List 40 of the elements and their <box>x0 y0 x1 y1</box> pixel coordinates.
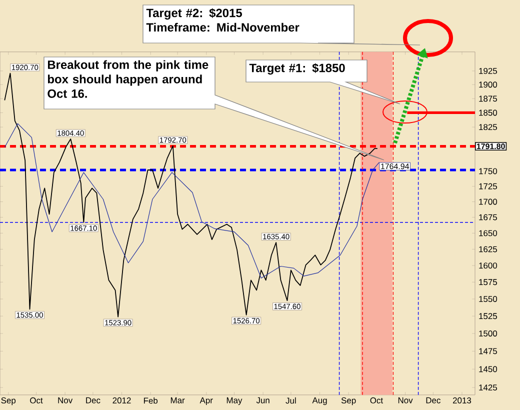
text: Timeframe: Mid-November <box>146 22 300 32</box>
annotation: Breakout from the pink time box should happen around Oct 16. <box>48 60 208 98</box>
y-tick-label: 1575 <box>479 279 498 286</box>
y-tick-label: 1550 <box>479 296 498 302</box>
y-tick-label: 1925 <box>479 68 498 74</box>
y-tick-label: 1450 <box>479 366 498 372</box>
x-tick-label: 2013 <box>452 397 472 404</box>
x-tick-label: Dec <box>86 397 100 404</box>
y-tick-label: 1900 <box>479 82 498 88</box>
y-tick-label: 1625 <box>479 246 498 252</box>
x-tick-label: Mar <box>170 397 185 404</box>
x-tick-label: Sep <box>1 397 16 406</box>
y-tick-label: 1750 <box>479 168 498 174</box>
y-tick-label: 1675 <box>479 214 498 220</box>
x-tick-label: May <box>226 397 242 405</box>
y-tick-label: 1425 <box>479 384 498 390</box>
x-tick-label: Oct <box>30 397 43 404</box>
x-tick-label: Nov <box>398 397 413 404</box>
x-tick-label: Feb <box>144 397 158 404</box>
y-tick-label: 1850 <box>479 110 498 116</box>
x-tick-label: Jun <box>256 397 270 404</box>
x-tick-label: Oct <box>370 397 383 404</box>
x-tick-label: 2012 <box>112 397 131 404</box>
y-tick-label: 1500 <box>479 330 498 336</box>
x-tick-label: Dec <box>426 397 440 404</box>
x-tick-label: Aug <box>312 397 327 405</box>
y-tick-label: 1650 <box>479 230 498 236</box>
y-tick-label: 1600 <box>479 262 498 269</box>
x-tick-label: Apr <box>200 397 213 405</box>
y-tick-label: 1700 <box>479 198 498 205</box>
x-tick-label: Jul <box>286 397 296 404</box>
y-tick-label: 1875 <box>479 96 498 102</box>
y-tick-label: 1725 <box>479 183 498 190</box>
annotation: Target #1: $1850 <box>249 63 345 75</box>
x-tick-label: Nov <box>58 397 73 404</box>
x-tick-label: Sep <box>341 397 356 406</box>
y-tick-label: 1475 <box>479 348 498 354</box>
text: Target #2: $2015 <box>146 8 242 20</box>
y-tick-label: 1825 <box>479 124 498 130</box>
y-tick-label: 1525 <box>479 313 498 320</box>
